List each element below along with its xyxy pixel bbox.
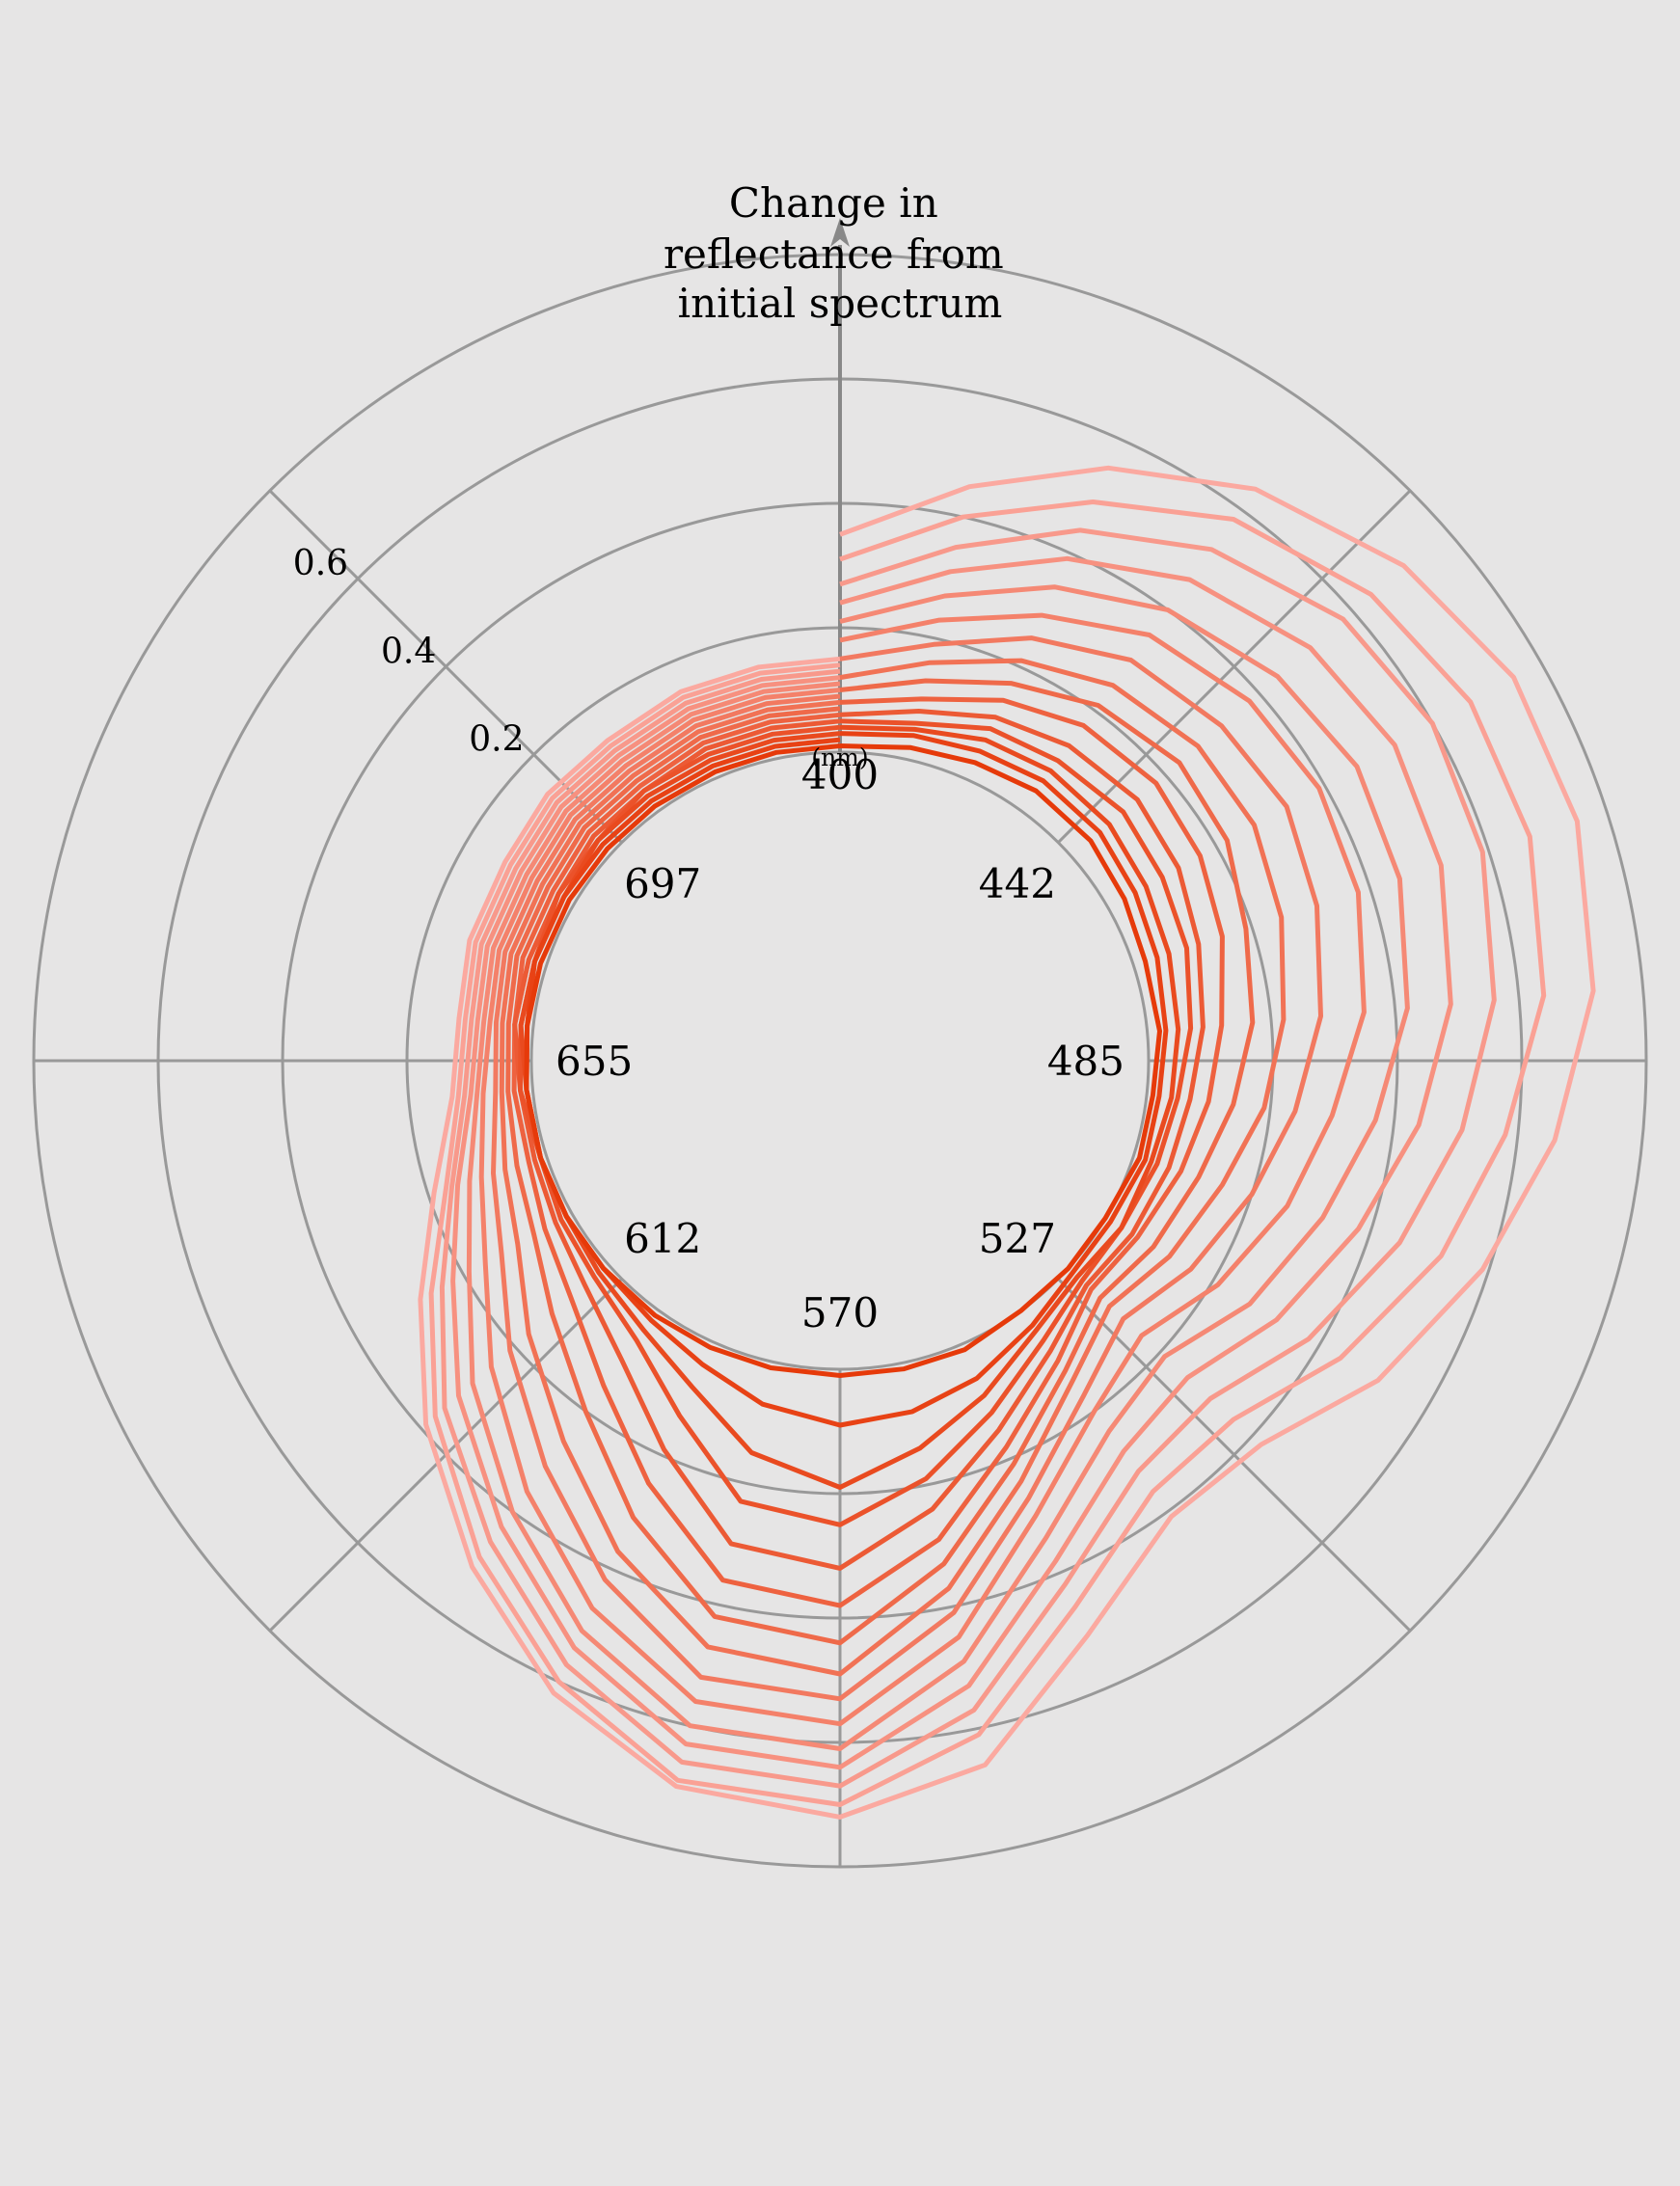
title-line-3: initial spectrum [678,280,1003,327]
series-line-1 [524,743,1162,1378]
series-line-4 [518,718,1194,1527]
series-line-12 [450,555,1453,1770]
radial-axis-arrow [830,218,850,247]
wavelength-label-400: 400 [801,751,879,798]
wavelength-label-697: 697 [624,860,701,907]
title-line-2: reflectance from [664,230,1004,278]
series-line-6 [511,696,1225,1608]
wavelength-label-485: 485 [1047,1038,1125,1085]
series-line-14 [428,499,1547,1807]
series-line-15 [418,465,1596,1820]
radial-tick-label-0.4: 0.4 [381,632,436,671]
series-line-7 [505,678,1256,1646]
series-line-11 [466,584,1410,1751]
title-line-1: Change in [729,179,938,227]
wavelength-label-527: 527 [979,1215,1056,1262]
label-group: 400 442 485 527 570 612 655 697 (nm) 0.2 0.4 0.6 [293,544,1125,1336]
wavelength-label-570: 570 [801,1289,879,1336]
series-line-9 [491,635,1323,1702]
series-line-13 [439,527,1497,1789]
series-line-10 [478,612,1367,1727]
series-line-8 [499,658,1287,1677]
radial-tick-label-0.2: 0.2 [469,720,524,760]
chart-title: Change in reflectance from initial spect… [664,179,1016,327]
radial-tick-label-0.6: 0.6 [293,544,348,583]
wavelength-label-442: 442 [979,860,1056,907]
wavelength-label-655: 655 [555,1038,633,1085]
wavelength-unit: (nm) [811,743,868,771]
series-group [418,465,1596,1820]
series-line-2 [524,731,1169,1428]
grid-spoke-7 [268,489,623,844]
grid-spoke-3 [1057,1278,1412,1633]
radial-grid [32,218,1648,1869]
wavelength-label-612: 612 [624,1215,701,1262]
